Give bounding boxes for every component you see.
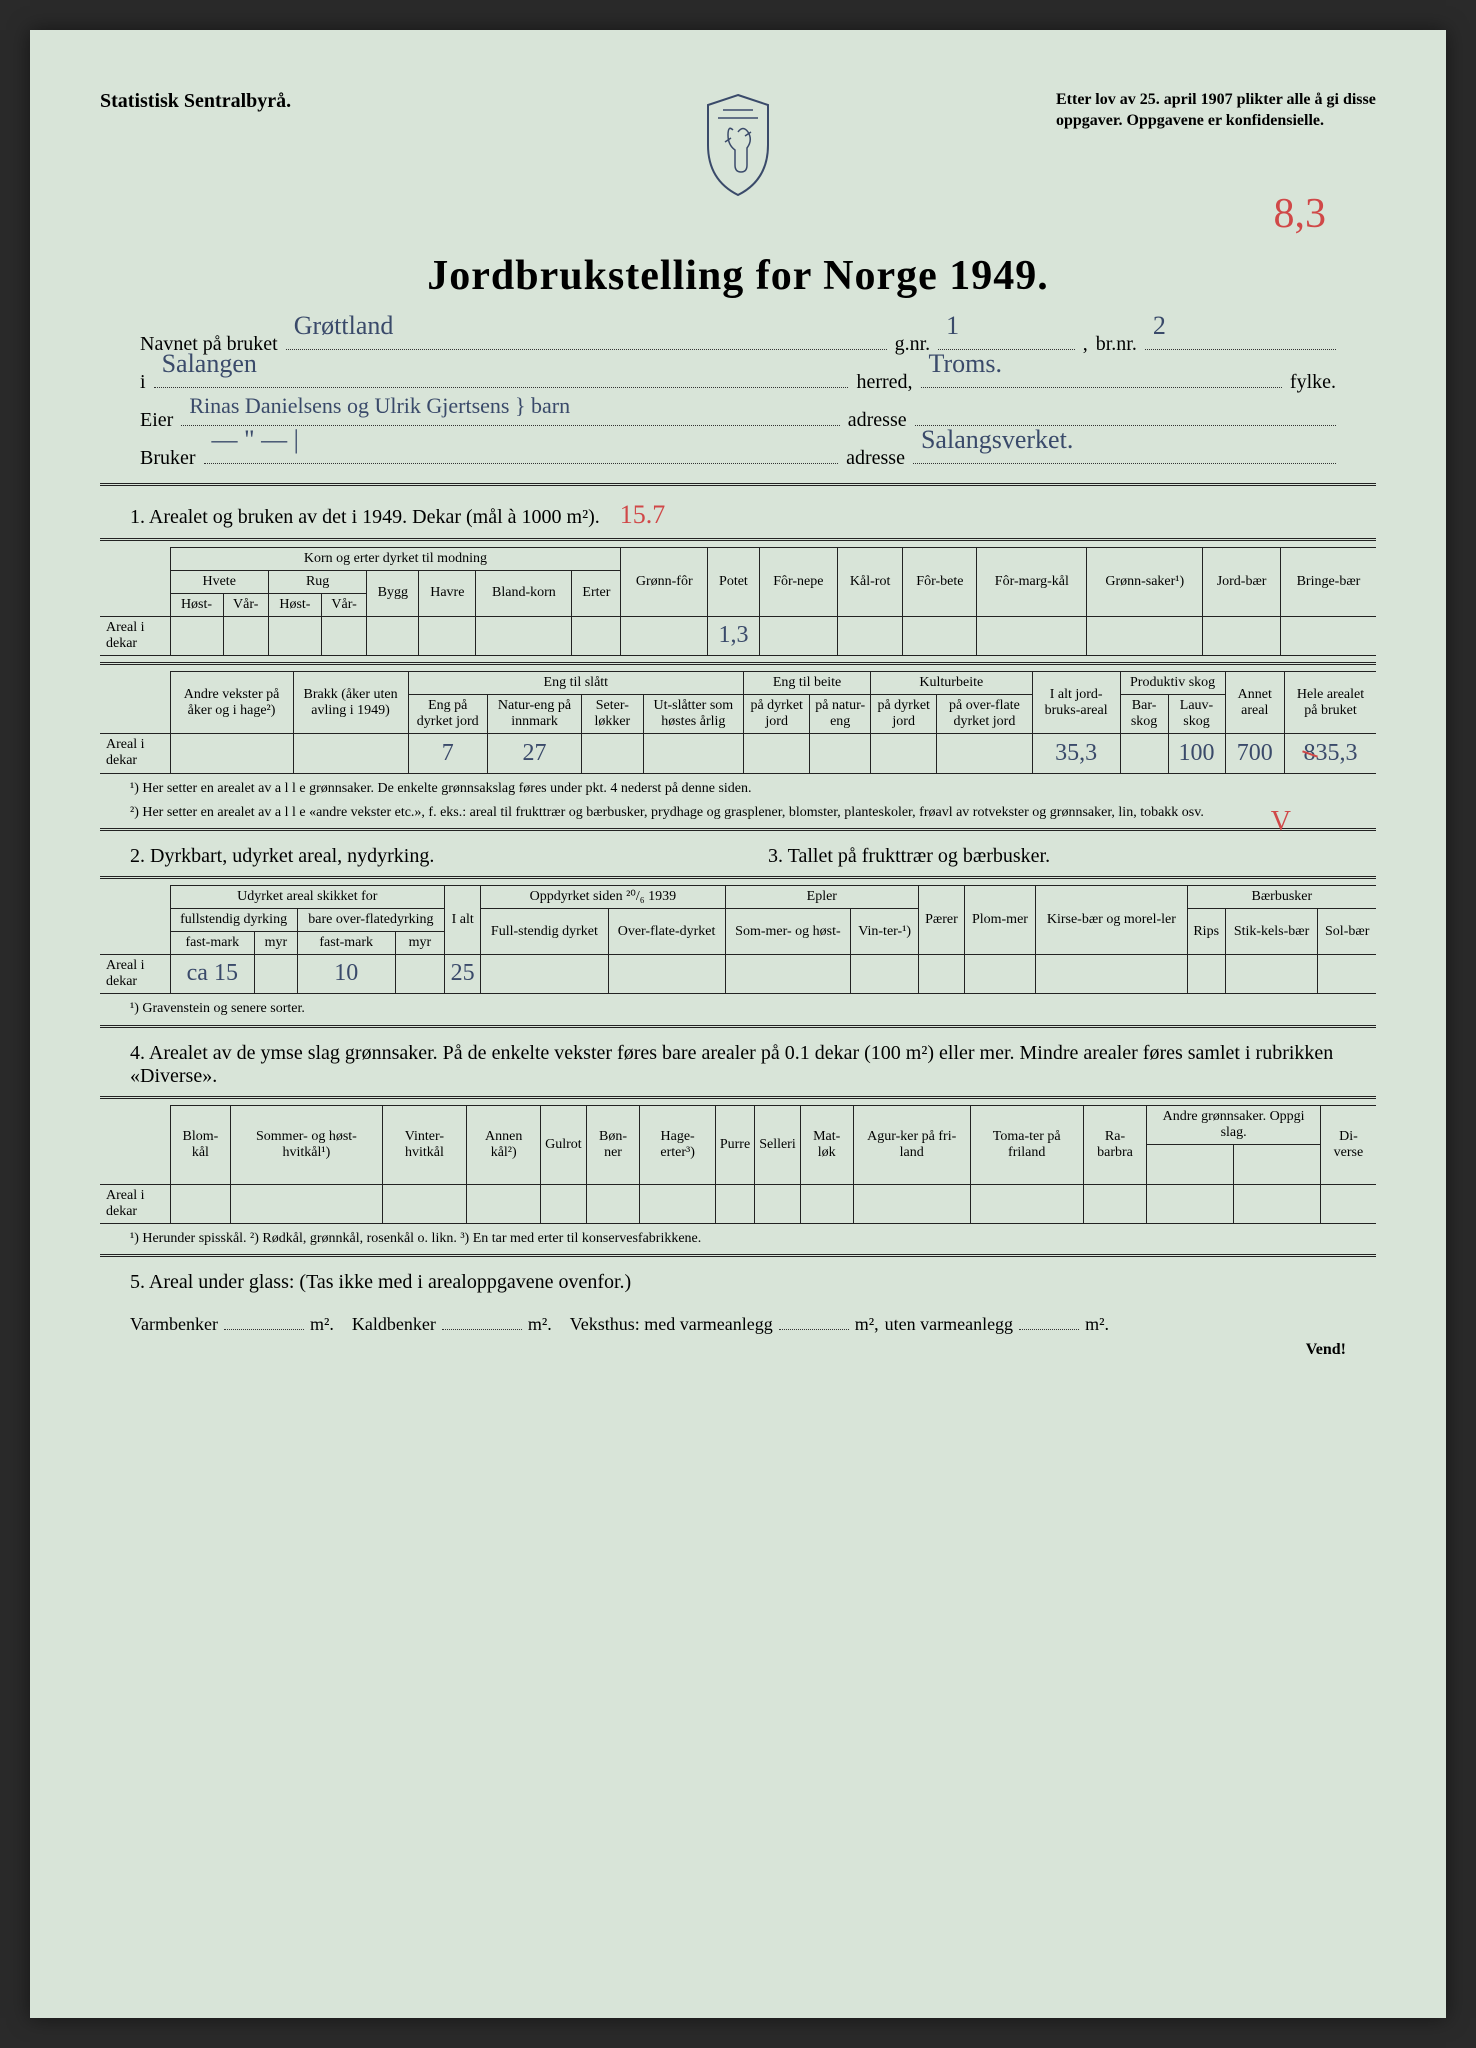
th-hvete: Hvete [170,570,268,593]
legal-notice: Etter lov av 25. april 1907 plikter alle… [1056,90,1376,132]
val-ialt2: 25 [445,955,481,994]
i-label: i [140,363,146,401]
navnet-value: Grøttland [294,301,394,350]
section-3-title: 3. Tallet på frukttrær og bærbusker. [768,845,1346,868]
th-jordbar: Jord-bær [1203,547,1281,616]
table-1a-row: Areal i dekar 1,3 [100,616,1376,655]
adresse2-label: adresse [846,439,905,477]
th-blandkorn: Bland-korn [476,570,572,616]
table-2-3-row: Areal i dekar ca 15 10 25 [100,955,1376,994]
table-2-3: Udyrket areal skikket for I alt Oppdyrke… [100,885,1376,994]
th-formargkal: Fôr-marg-kål [977,547,1087,616]
fylke-value: Troms. [929,339,1002,388]
section-5-fields: Varmbenkerm². Kaldbenkerm². Veksthus: me… [130,1308,1346,1335]
val-eng: 7 [408,734,487,773]
form-title: Jordbrukstelling for Norge 1949. [100,252,1376,300]
adresse2-value: Salangsverket. [921,415,1073,464]
th-gronnsaker: Grønn-saker¹) [1087,547,1203,616]
red-check-icon: V [1271,804,1291,840]
form-page: Statistisk Sentralbyrå. Etter lov av 25.… [30,30,1446,2018]
th-forbete: Fôr-bete [903,547,977,616]
th-kalrot: Kål-rot [837,547,902,616]
coat-of-arms-icon [693,90,783,205]
gnr-label: g.nr. [895,325,931,363]
footnote-3: ¹) Gravenstein og senere sorter. [130,1000,1346,1018]
th-erter: Erter [572,570,621,616]
section-1-title: 1. Arealet og bruken av det i 1949. Deka… [130,500,1376,530]
th-fornepe: Fôr-nepe [759,547,837,616]
val-potet: 1,3 [708,616,760,655]
th-gronnfor: Grønn-fôr [621,547,708,616]
footnote-2: ²) Her setter en arealet av a l l e «and… [130,804,1346,822]
turn-over-label: Vend! [100,1341,1346,1359]
table-4: Blom-kål Sommer- og høst-hvitkål¹) Vinte… [100,1105,1376,1224]
adresse-label: adresse [848,401,907,439]
s1-red-note: 15.7 [620,500,666,530]
th-potet: Potet [708,547,760,616]
sections-2-3-titles: 2. Dyrkbart, udyrket areal, nydyrking. 3… [130,845,1346,868]
fylke-label: fylke. [1290,363,1336,401]
table-1a: Korn og erter dyrket til modning Grønn-f… [100,547,1376,656]
herred-label: herred, [856,363,912,401]
brnr-value: 2 [1153,301,1166,350]
val-fastmark1: ca 15 [170,955,255,994]
th-bringebar: Bringe-bær [1280,547,1376,616]
val-fastmark2: 10 [297,955,395,994]
bruker-value: — " — | [212,415,299,464]
th-rug: Rug [268,570,366,593]
val-hele: 8835,335,3 [1285,734,1376,773]
val-lauv: 100 [1168,734,1225,773]
bruker-label: Bruker [140,439,196,477]
section-4-title: 4. Arealet av de ymse slag grønnsaker. P… [130,1042,1346,1088]
section-5-title: 5. Areal under glass: (Tas ikke med i ar… [130,1271,1376,1294]
id-fields: Navnet på bruket Grøttland g.nr. 1 , br.… [140,325,1336,477]
th-korn: Korn og erter dyrket til modning [170,547,621,570]
val-natur: 27 [487,734,581,773]
table-1b: Andre vekster på åker og i hage²) Brakk … [100,671,1376,773]
th-bygg: Bygg [367,570,419,616]
footnote-1: ¹) Her setter en arealet av a l l e grøn… [130,780,1346,798]
val-ialt: 35,3 [1032,734,1120,773]
footnote-4: ¹) Herunder spisskål. ²) Rødkål, grønnkå… [130,1230,1346,1248]
table-1b-row: Areal i dekar 7 27 35,3 100 700 8835,335… [100,734,1376,773]
th-havre: Havre [419,570,476,616]
table-4-row: Areal i dekar [100,1184,1376,1223]
eier-label: Eier [140,401,173,439]
red-annotation: 8,3 [1274,190,1327,238]
val-annet: 700 [1225,734,1285,773]
agency-name: Statistisk Sentralbyrå. [100,90,291,113]
i-value: Salangen [162,339,257,388]
section-2-title: 2. Dyrkbart, udyrket areal, nydyrking. [130,845,708,868]
brnr-label: br.nr. [1096,325,1137,363]
